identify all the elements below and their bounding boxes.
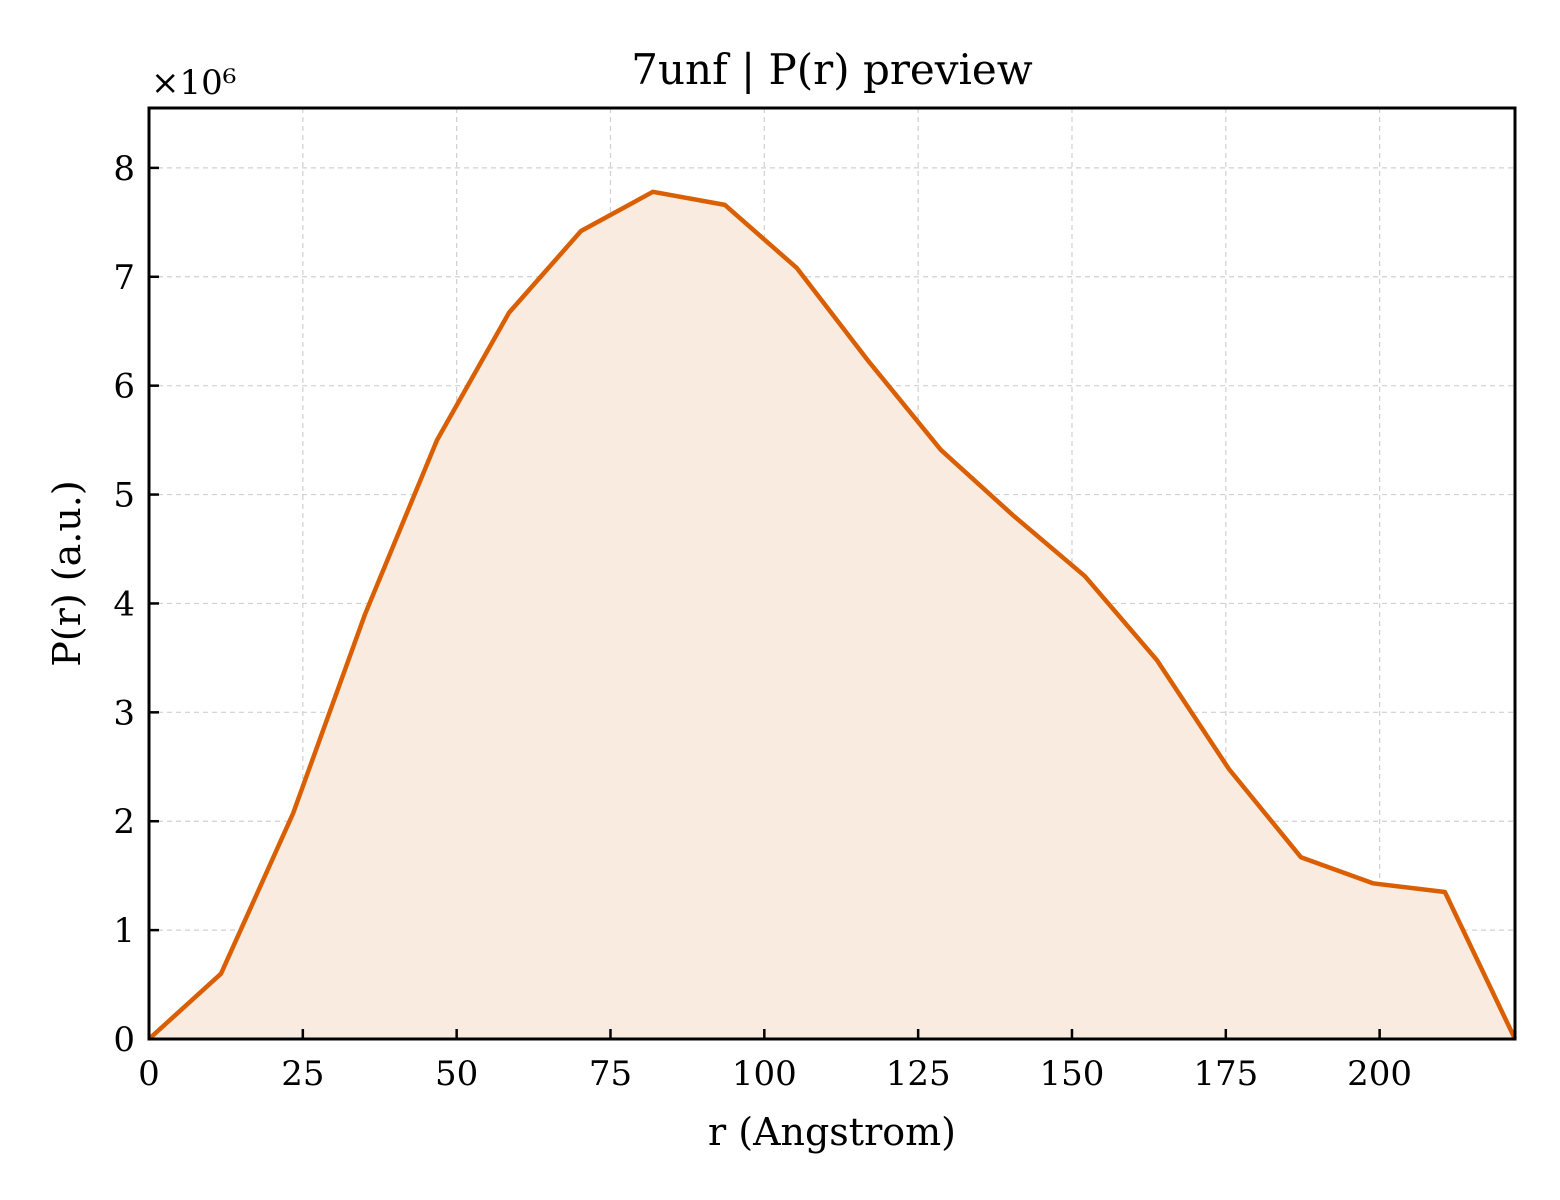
x-tick-label: 25	[281, 1054, 324, 1094]
plot-frame	[147, 106, 1517, 1041]
y-tick-label: 1	[113, 911, 135, 951]
y-tick-label: 4	[113, 584, 135, 624]
x-tick-label: 200	[1347, 1054, 1412, 1094]
y-tick-label: 0	[113, 1020, 135, 1060]
x-tick-label: 0	[138, 1054, 160, 1094]
pr-curve-line	[147, 189, 1518, 1041]
y-tick-label: 7	[113, 258, 135, 298]
y-tick-label: 3	[113, 693, 135, 733]
x-tick-label: 175	[1193, 1054, 1258, 1094]
y-tick-label: 8	[113, 149, 135, 189]
tick-layer: 0 25 50 75 100 125 150 175 200 0 1 2 3 4 5 6 7 8	[113, 149, 1412, 1094]
y-tick-label: 5	[113, 476, 135, 516]
y-axis-label: P(r) (a.u.)	[45, 480, 89, 666]
y-tick-label: 6	[113, 367, 135, 407]
x-tick-label: 150	[1040, 1054, 1105, 1094]
x-tick-label: 100	[732, 1054, 797, 1094]
x-tick-label: 75	[589, 1054, 632, 1094]
pr-area-fill	[149, 191, 1515, 1040]
chart-title: 7unf | P(r) preview	[631, 45, 1033, 94]
data-layer	[147, 189, 1518, 1041]
x-axis-label: r (Angstrom)	[708, 1110, 956, 1154]
x-tick-label: 125	[886, 1054, 951, 1094]
y-tick-label: 2	[113, 802, 135, 842]
x-tick-label: 50	[435, 1054, 478, 1094]
y-axis-multiplier: ×10⁶	[151, 63, 236, 103]
